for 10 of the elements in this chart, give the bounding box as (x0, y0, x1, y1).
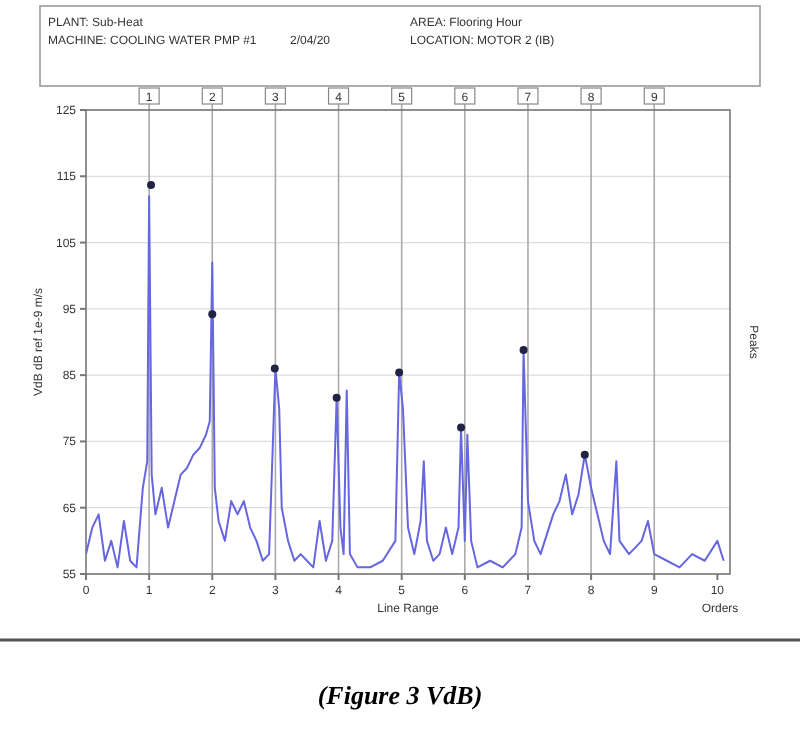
point (580, 450, 589, 459)
point (457, 423, 466, 432)
text: (Figure 3 VdB) (317, 680, 483, 710)
point (208, 310, 217, 319)
line-series (86, 195, 725, 569)
point (147, 180, 156, 189)
point (395, 368, 404, 377)
point (519, 345, 528, 354)
point (332, 393, 341, 402)
point (270, 364, 279, 373)
